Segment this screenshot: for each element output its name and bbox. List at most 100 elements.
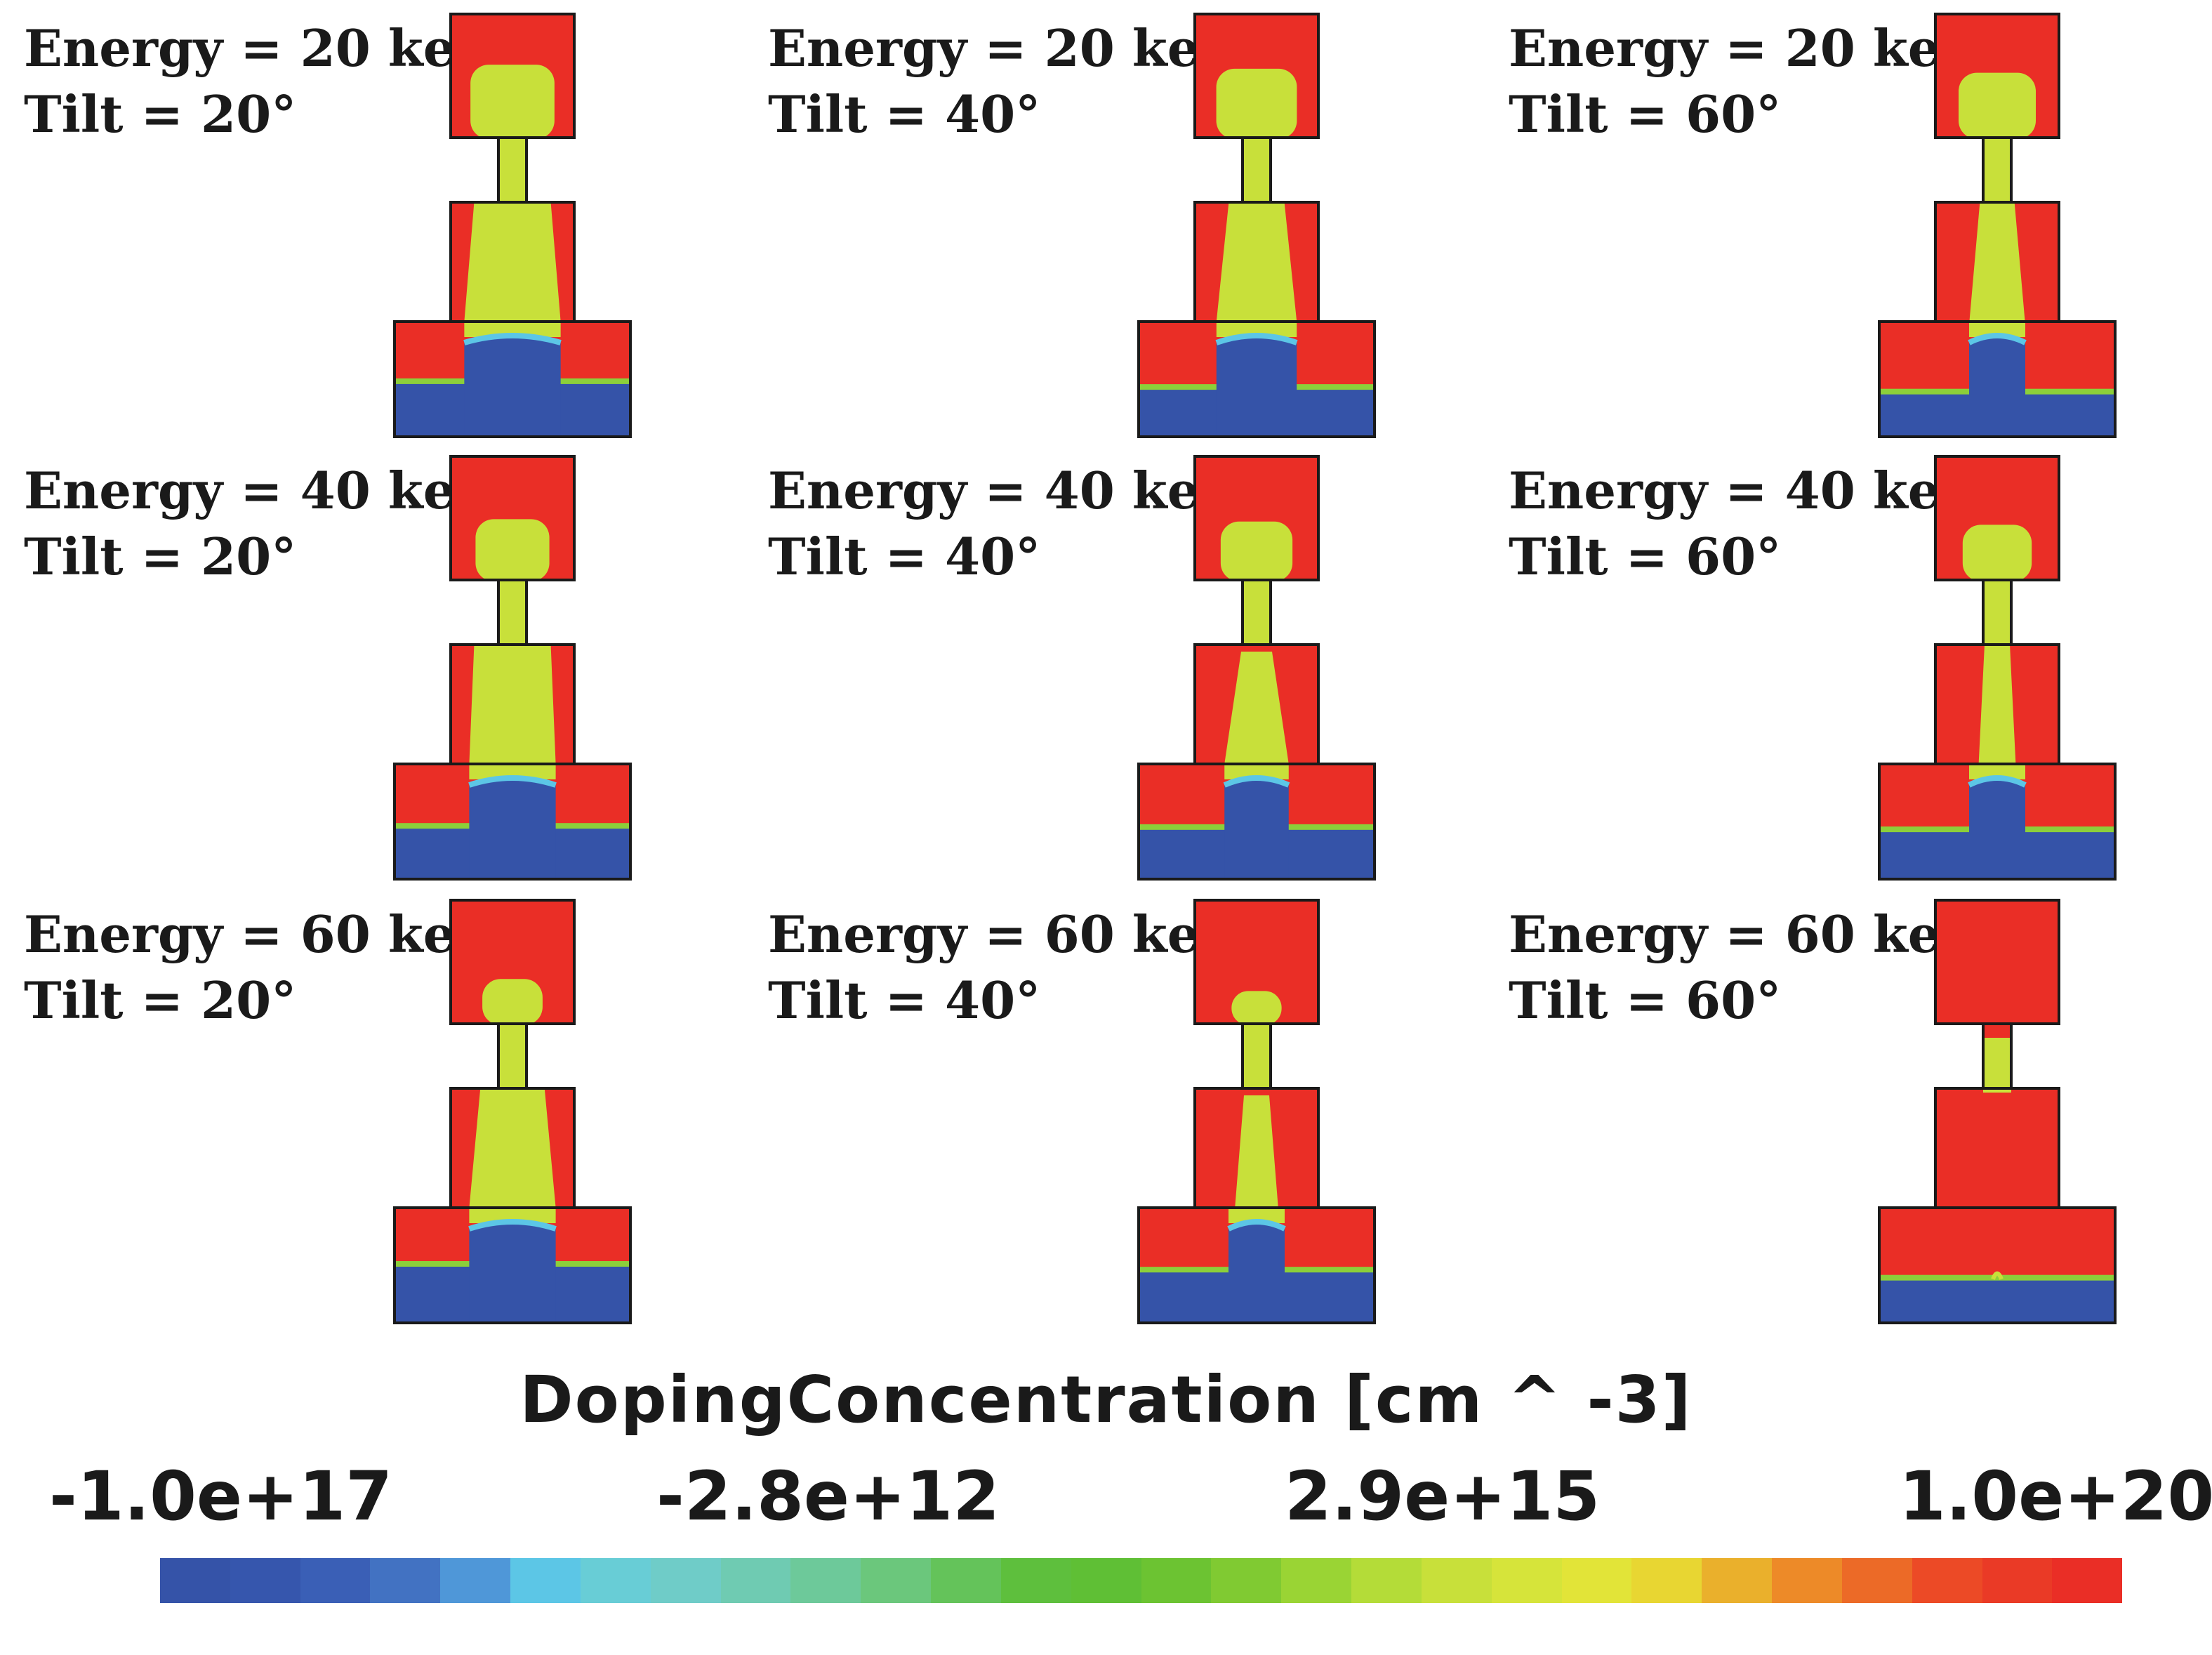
energy-label: Energy = 40 keV <box>768 461 1239 520</box>
panel-label: Energy = 20 keV Tilt = 60° <box>1509 15 1979 147</box>
device-structure <box>393 455 632 881</box>
colorbar-segment <box>2052 1558 2123 1603</box>
channel-region <box>469 1208 556 1223</box>
device-cross-section <box>1878 13 2117 438</box>
channel-region <box>1978 645 2016 764</box>
channel-region <box>1969 202 2025 322</box>
base-outline <box>1878 320 2117 438</box>
colorbar-segment <box>790 1558 861 1603</box>
dome-edge <box>468 775 557 788</box>
colorbar-segment <box>1351 1558 1422 1603</box>
top-doped-pocket <box>475 519 550 581</box>
tilt-label: Tilt = 60° <box>1509 970 1782 1030</box>
base-outline <box>1137 1206 1376 1324</box>
device-panel: Energy = 20 keV Tilt = 20° <box>0 0 737 439</box>
colorbar-segment <box>931 1558 1001 1603</box>
panel-label: Energy = 60 keV Tilt = 60° <box>1509 902 1979 1034</box>
energy-label: Energy = 60 keV <box>1509 904 1980 964</box>
colorbar-segment <box>861 1558 932 1603</box>
depletion-dome <box>1969 336 2025 437</box>
top-doped-pocket <box>1231 991 1282 1025</box>
device-cross-section <box>1137 455 1376 881</box>
depletion-dome <box>469 778 556 879</box>
top-doped-pocket <box>470 65 555 139</box>
channel-region <box>469 764 556 779</box>
tilt-label: Tilt = 40° <box>768 84 1041 144</box>
tilt-label: Tilt = 20° <box>24 84 297 144</box>
tilt-label: Tilt = 20° <box>24 970 297 1030</box>
colorbar-segment <box>510 1558 581 1603</box>
colorbar <box>160 1558 2123 1603</box>
device-cross-section <box>1878 899 2117 1324</box>
colorbar-segment <box>300 1558 371 1603</box>
depletion-dome <box>1216 336 1297 437</box>
energy-label: Energy = 60 keV <box>24 904 495 964</box>
panel-label: Energy = 40 keV Tilt = 60° <box>1509 458 1979 590</box>
colorbar-segment <box>1141 1558 1212 1603</box>
channel-region <box>1235 1095 1278 1208</box>
neck-channel <box>1983 138 2011 202</box>
colorbar-segment <box>230 1558 300 1603</box>
colorbar-segment <box>1071 1558 1141 1603</box>
junction-notch <box>1991 1271 2004 1280</box>
device-panel: Energy = 40 keV Tilt = 20° <box>0 442 737 881</box>
dome-edge <box>1968 775 2027 788</box>
channel-region <box>1228 1208 1285 1223</box>
device-structure <box>393 899 632 1324</box>
device-cross-section <box>393 455 632 881</box>
device-cross-section <box>1878 455 2117 881</box>
depletion-dome <box>469 1222 556 1323</box>
base-outline <box>1137 763 1376 881</box>
colorbar-segment <box>160 1558 230 1603</box>
colorbar-segment <box>1561 1558 1632 1603</box>
neck-channel <box>1243 138 1271 202</box>
base-outline <box>1137 320 1376 438</box>
panel-label: Energy = 20 keV Tilt = 20° <box>24 15 494 147</box>
colorbar-segment <box>720 1558 791 1603</box>
device-structure <box>393 13 632 438</box>
colorbar-segment <box>650 1558 721 1603</box>
tilt-label: Tilt = 20° <box>24 527 297 586</box>
top-doped-pocket <box>1959 72 2036 139</box>
channel-region <box>1224 764 1289 779</box>
dome-edge <box>468 1219 557 1232</box>
device-panel: Energy = 20 keV Tilt = 60° <box>1485 0 2212 439</box>
panel-label: Energy = 20 keV Tilt = 40° <box>768 15 1238 147</box>
device-structure <box>1137 455 1376 881</box>
channel-region <box>1216 202 1297 322</box>
energy-label: Energy = 20 keV <box>768 18 1239 78</box>
depletion-dome <box>1228 1222 1285 1323</box>
device-panel: Energy = 60 keV Tilt = 60° <box>1485 886 2212 1325</box>
neck-channel <box>1983 580 2011 645</box>
channel-region <box>469 1088 556 1208</box>
tilt-label: Tilt = 40° <box>768 970 1041 1030</box>
colorbar-tick: 2.9e+15 <box>1285 1457 1601 1536</box>
dome-edge <box>1227 1219 1286 1232</box>
base-outline <box>393 763 632 881</box>
channel-region <box>464 322 561 337</box>
energy-label: Energy = 40 keV <box>1509 461 1980 520</box>
channel-region <box>1224 652 1289 764</box>
panel-label: Energy = 40 keV Tilt = 20° <box>24 458 494 590</box>
energy-label: Energy = 60 keV <box>768 904 1239 964</box>
device-panel: Energy = 60 keV Tilt = 20° <box>0 886 737 1325</box>
base-outline <box>1878 763 2117 881</box>
colorbar-segment <box>440 1558 511 1603</box>
tilt-label: Tilt = 40° <box>768 527 1041 586</box>
colorbar-segment <box>1841 1558 1912 1603</box>
device-panel: Energy = 40 keV Tilt = 40° <box>744 442 1481 881</box>
channel-region <box>1969 764 2025 779</box>
channel-region <box>1983 1038 2011 1093</box>
colorbar-segment <box>580 1558 651 1603</box>
device-panel: Energy = 20 keV Tilt = 40° <box>744 0 1481 439</box>
colorbar-tick: 1.0e+20 <box>1899 1457 2212 1536</box>
colorbar-segment <box>1982 1558 2053 1603</box>
device-structure <box>1137 899 1376 1324</box>
top-doped-pocket <box>1962 525 2032 581</box>
top-doped-pocket <box>482 979 543 1025</box>
neck-channel <box>498 138 526 202</box>
middle-block <box>1935 1088 2059 1208</box>
channel-region <box>464 202 561 322</box>
device-structure <box>1137 13 1376 438</box>
device-structure <box>1878 899 2117 1324</box>
